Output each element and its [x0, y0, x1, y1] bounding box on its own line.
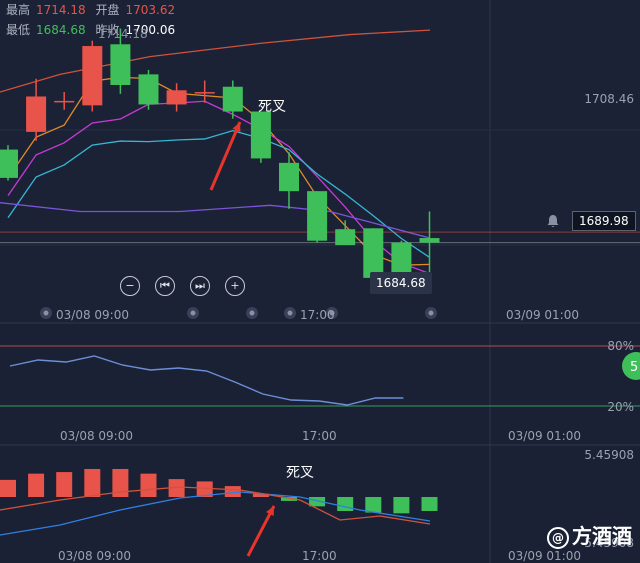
zoom-out-button[interactable]: − [120, 276, 140, 296]
bell-icon[interactable] [546, 214, 560, 228]
macd-histogram-bar [421, 497, 438, 512]
macd-time-label-2: 17:00 [302, 549, 337, 563]
macd-dif-line [0, 486, 431, 525]
rsi-time-label-2: 17:00 [302, 429, 337, 443]
price-level-label: 1708.46 [584, 92, 634, 106]
zoom-in-button[interactable]: + [225, 276, 245, 296]
candle-body [54, 100, 75, 103]
macd-histogram-bar [168, 479, 185, 497]
scroll-dot-center [428, 310, 434, 316]
main-time-label-3: 03/09 01:00 [506, 308, 579, 322]
scroll-end-button[interactable]: ⏭ [190, 276, 210, 296]
candle-body [26, 96, 47, 132]
macd-death-cross-arrow-head [265, 506, 274, 516]
low-label: 最低 [6, 23, 31, 37]
macd-time-label-3: 03/09 01:00 [508, 549, 581, 563]
macd-histogram-bar [28, 473, 45, 497]
macd-histogram-bar [252, 493, 269, 497]
scroll-dot-center [287, 310, 293, 316]
macd-histogram-bar [337, 497, 354, 512]
macd-histogram-bar [281, 497, 297, 501]
candle-body [363, 228, 384, 278]
macd-histogram-bar [196, 481, 213, 497]
candle-body [110, 44, 131, 85]
scroll-dot-center [249, 310, 255, 316]
rsi-badge [622, 352, 640, 380]
death-cross-arrow [209, 121, 242, 191]
macd-histogram-bar [309, 497, 326, 507]
macd-death-cross-arrow [246, 505, 276, 557]
watermark: @ 方酒酒 [547, 520, 632, 549]
moving-average-line-cyan [7, 129, 430, 258]
scroll-dot-center [190, 310, 196, 316]
weibo-icon: @ [547, 526, 569, 549]
high-value: 1714.18 [36, 3, 86, 17]
open-label: 开盘 [95, 3, 120, 17]
macd-histogram-bar [365, 497, 382, 513]
info-row-2: 最低 1684.68 昨收 1700.06 [6, 22, 181, 38]
low-marker: 1684.68 [370, 272, 432, 294]
death-cross-arrow-head [232, 122, 241, 132]
candle-body [335, 229, 356, 246]
rsi-badge-text: 5 [630, 360, 638, 375]
candle-body [250, 111, 271, 159]
high-marker: 1714.18 [98, 27, 148, 41]
low-value: 1684.68 [36, 23, 86, 37]
candle-body [0, 149, 18, 178]
macd-histogram-bar [224, 486, 241, 497]
candle-body [82, 46, 103, 106]
macd-histogram-bar [393, 497, 410, 514]
death-cross-annotation: 死叉 [258, 99, 286, 115]
moving-average-line-orange [7, 76, 430, 266]
macd-histogram-bar [140, 473, 157, 497]
main-time-label-2: 17:00 [300, 308, 335, 322]
candle-body [391, 242, 412, 273]
main-time-label-1: 03/08 09:00 [56, 308, 129, 322]
candle-body [419, 238, 440, 243]
current-price-label: 1689.98 [572, 211, 636, 231]
rsi-80-label: 80% [607, 339, 634, 353]
open-value: 1703.62 [125, 3, 176, 17]
candle-body [138, 74, 159, 105]
macd-top-label: 5.45908 [584, 448, 634, 462]
macd-signal-line [0, 491, 431, 536]
bollinger-upper-line [0, 29, 431, 93]
macd-bottom-label: -5.45908 [580, 536, 634, 550]
rsi-20-label: 20% [607, 400, 634, 414]
macd-time-label-1: 03/08 09:00 [58, 549, 131, 563]
macd-histogram-bar [0, 479, 16, 497]
macd-histogram-bar [56, 472, 73, 497]
candle-body [279, 162, 299, 192]
main-panel-bg [0, 0, 640, 322]
prev-label: 昨收 [95, 23, 120, 37]
scroll-dot-center [329, 310, 335, 316]
candle-body [307, 191, 328, 241]
macd-death-cross-annotation: 死叉 [286, 465, 314, 481]
info-row-1: 最高 1714.18 开盘 1703.62 [6, 2, 181, 18]
macd-histogram-bar [84, 468, 101, 497]
macd-histogram-bar [112, 468, 129, 497]
scroll-dot-center [43, 310, 49, 316]
candle-body [166, 90, 187, 105]
high-label: 最高 [6, 3, 31, 17]
scroll-start-button[interactable]: ⏮ [155, 276, 175, 296]
candle-body [222, 86, 243, 112]
bollinger-lower-line [0, 202, 431, 239]
candle-body [194, 92, 215, 94]
rsi-time-label-3: 03/09 01:00 [508, 429, 581, 443]
rsi-line [9, 355, 404, 406]
moving-average-line-magenta [7, 100, 430, 275]
rsi-time-label-1: 03/08 09:00 [60, 429, 133, 443]
prev-value: 1700.06 [125, 23, 176, 37]
